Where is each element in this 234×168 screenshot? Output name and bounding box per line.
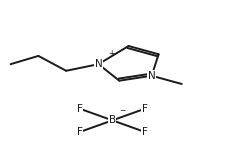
Text: F: F [77, 127, 83, 137]
Text: −: − [119, 106, 126, 115]
Text: F: F [77, 104, 83, 114]
Text: F: F [142, 104, 148, 114]
Text: +: + [108, 49, 114, 58]
Text: B: B [109, 115, 116, 125]
Text: N: N [95, 59, 102, 69]
Text: N: N [148, 71, 156, 81]
Text: F: F [142, 127, 148, 137]
